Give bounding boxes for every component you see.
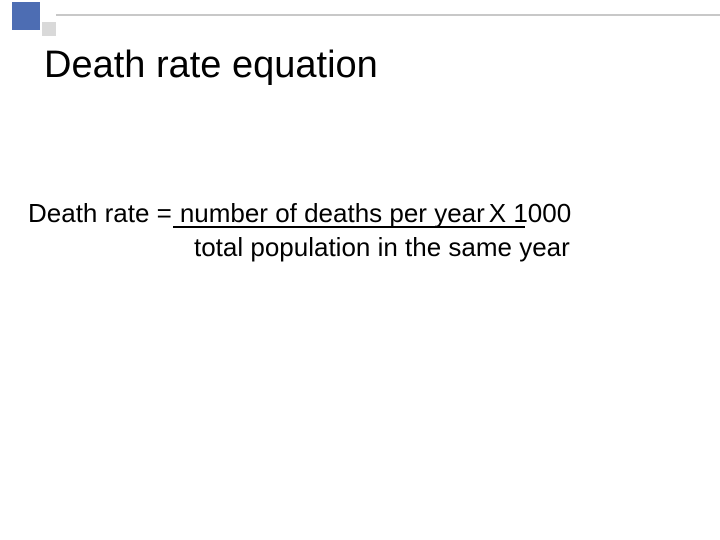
equation: Death rate = number of deaths per year X…: [28, 196, 710, 231]
slide: Death rate equation Death rate = number …: [0, 0, 720, 540]
accent-line: [56, 14, 720, 16]
equation-lhs: Death rate =: [28, 196, 172, 231]
equation-denominator: total population in the same year: [194, 230, 570, 265]
slide-title: Death rate equation: [44, 44, 378, 87]
accent-block-small: [42, 22, 56, 36]
fraction-line: [173, 226, 525, 228]
accent-bar: [0, 0, 720, 14]
accent-block-large: [12, 2, 40, 30]
